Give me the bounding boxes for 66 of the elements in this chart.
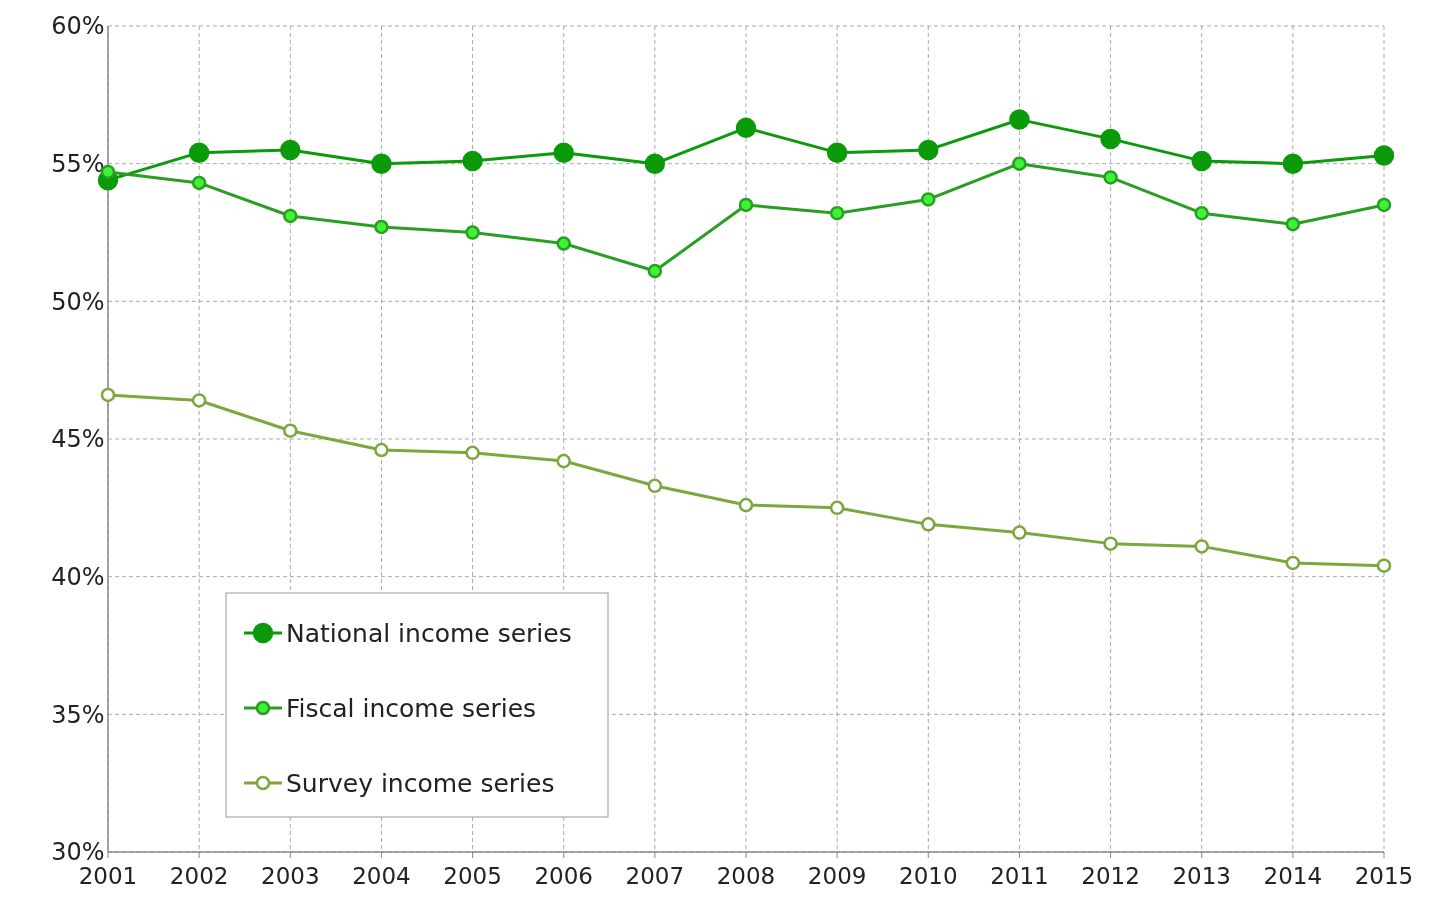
point: [921, 517, 936, 532]
point: [826, 142, 848, 163]
point: [556, 236, 571, 251]
point: [918, 139, 939, 161]
point: [644, 153, 666, 174]
point: [280, 139, 301, 161]
point: [371, 153, 392, 174]
y-tick-label: 50%: [51, 287, 105, 316]
legend-label: Survey income series: [286, 768, 555, 798]
point: [553, 142, 574, 163]
x-tick-label: 2008: [716, 863, 776, 889]
x-tick-label: 2002: [169, 863, 229, 889]
point: [735, 117, 757, 139]
x-tick-label: 2009: [807, 863, 867, 889]
point: [462, 150, 483, 172]
legend-label: Fiscal income series: [286, 693, 537, 723]
y-tick-label: 45%: [51, 425, 105, 454]
legend-label: National income series: [286, 618, 572, 648]
x-tick-label: 2004: [352, 863, 411, 889]
point: [647, 263, 663, 279]
point: [1373, 145, 1395, 166]
x-tick-label: 2003: [261, 863, 320, 889]
point: [1285, 555, 1301, 571]
x-tick-label: 2006: [534, 863, 593, 889]
point: [191, 175, 207, 191]
point: [465, 225, 480, 240]
point: [465, 445, 480, 461]
point: [829, 500, 845, 516]
point: [1282, 153, 1304, 174]
point: [283, 208, 298, 224]
point: [1376, 558, 1392, 573]
point: [1012, 525, 1027, 540]
x-tick-label: 2010: [899, 863, 958, 889]
point: [188, 142, 210, 163]
x-tick-label: 2013: [1172, 863, 1231, 889]
x-tick-label: 2015: [1354, 863, 1414, 889]
point: [1103, 536, 1118, 551]
point: [374, 219, 389, 235]
y-tick-label: 55%: [51, 150, 105, 179]
point: [283, 423, 298, 438]
x-tick-label: 2012: [1081, 863, 1140, 889]
point: [1100, 128, 1121, 150]
point: [921, 192, 936, 207]
point: [1194, 205, 1209, 221]
point: [1012, 156, 1027, 171]
point: [1285, 216, 1301, 232]
y-tick-label: 35%: [51, 700, 105, 729]
point: [647, 478, 663, 494]
x-tick-label: 2014: [1263, 863, 1323, 889]
point: [1376, 197, 1392, 213]
point: [829, 205, 845, 221]
point: [556, 453, 571, 469]
point: [1009, 109, 1030, 130]
x-tick-label: 2005: [443, 863, 502, 889]
y-tick-label: 60%: [51, 12, 105, 41]
point: [738, 497, 754, 513]
point: [374, 442, 389, 458]
x-tick-label: 2007: [625, 863, 685, 889]
point: [738, 197, 754, 213]
x-tick-label: 2011: [990, 863, 1049, 889]
point: [1103, 170, 1118, 185]
point: [1194, 539, 1209, 554]
point: [1191, 150, 1212, 172]
point: [100, 387, 116, 403]
point: [191, 393, 207, 408]
y-tick-label: 40%: [51, 563, 105, 592]
